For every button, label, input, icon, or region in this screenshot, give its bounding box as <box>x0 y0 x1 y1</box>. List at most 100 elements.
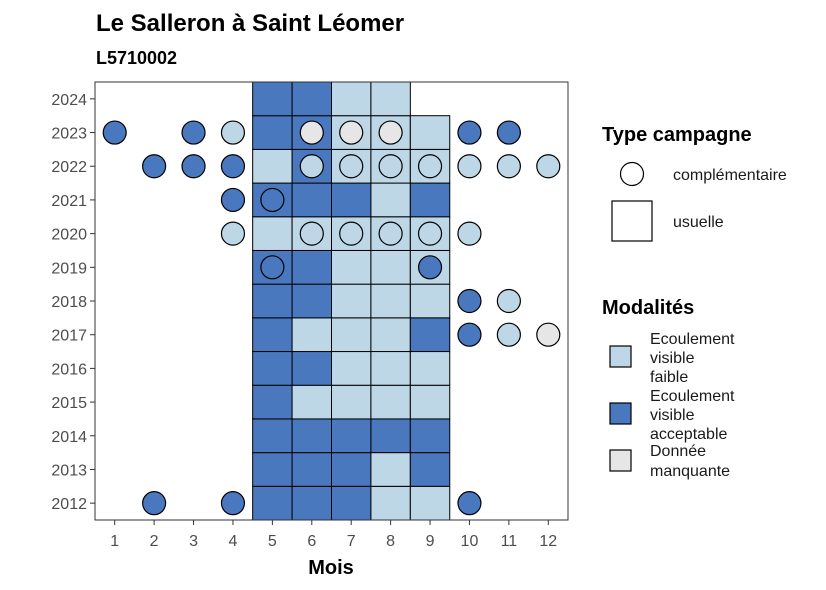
usuelle-cell-2013-8 <box>370 452 411 487</box>
complementaire-point-2023-11 <box>496 120 521 145</box>
legend-circle-icon <box>619 161 645 187</box>
complementaire-point-2022-10 <box>457 154 482 179</box>
legend-swatch-acceptable <box>609 402 632 425</box>
usuelle-cell-2019-7 <box>331 249 372 285</box>
usuelle-cell-2016-9 <box>409 351 451 386</box>
complementaire-point-2019-5 <box>260 255 285 280</box>
usuelle-cell-2021-7 <box>331 182 372 218</box>
usuelle-cell-2015-6 <box>291 384 333 420</box>
y-tick-label: 2016 <box>51 361 87 378</box>
complementaire-point-2023-1 <box>102 120 127 145</box>
usuelle-cell-2020-5 <box>252 216 293 251</box>
legend-label-faible-1: Ecoulement <box>650 331 735 348</box>
complementaire-point-2022-3 <box>181 154 206 179</box>
y-tick-label: 2024 <box>51 92 87 109</box>
usuelle-cell-2012-6 <box>291 485 333 521</box>
complementaire-point-2022-8 <box>378 154 403 179</box>
legend-label-faible-3: faible <box>650 369 688 386</box>
legend-label-acceptable-1: Ecoulement <box>650 388 735 405</box>
complementaire-point-2023-7 <box>339 120 364 145</box>
usuelle-cell-2024-6 <box>291 81 333 117</box>
complementaire-point-2023-3 <box>181 120 206 145</box>
y-tick-label: 2014 <box>51 429 87 446</box>
legend-type-label-usuelle: usuelle <box>673 214 724 231</box>
usuelle-cell-2013-7 <box>331 452 372 487</box>
y-axis: 2012 2013 2014 2015 2016 2017 2018 2019 2020 2021… <box>51 92 95 513</box>
x-tick-label: 1 <box>110 533 119 550</box>
x-tick-label: 9 <box>426 533 435 550</box>
usuelle-cell-2021-8 <box>370 182 411 218</box>
usuelle-cell-2014-6 <box>291 418 333 454</box>
usuelle-cell-2017-8 <box>370 317 411 353</box>
complementaire-point-2022-6 <box>299 154 324 179</box>
usuelle-cell-2017-5 <box>252 317 293 353</box>
complementaire-point-2022-4 <box>220 154 246 179</box>
complementaire-point-2023-10 <box>457 120 482 145</box>
y-tick-label: 2015 <box>51 395 87 412</box>
usuelle-cell-2019-8 <box>370 249 411 285</box>
complementaire-point-2020-9 <box>417 221 443 246</box>
legend-type-label-complementaire: complémentaire <box>673 167 787 184</box>
usuelle-cell-2014-9 <box>409 418 451 454</box>
complementaire-point-2021-4 <box>220 187 246 213</box>
usuelle-cells <box>252 81 451 521</box>
y-tick-label: 2013 <box>51 462 87 479</box>
complementaire-point-2019-9 <box>417 255 443 280</box>
complementaire-point-2018-10 <box>457 288 482 314</box>
x-tick-label: 12 <box>539 533 557 550</box>
complementaire-point-2022-7 <box>339 154 364 179</box>
x-tick-label: 6 <box>307 533 316 550</box>
y-tick-label: 2020 <box>51 227 87 244</box>
complementaire-points <box>102 120 561 516</box>
complementaire-point-2020-8 <box>378 221 403 246</box>
legend-type: Type campagne complémentaire usuelle <box>602 124 787 242</box>
x-tick-label: 5 <box>268 533 277 550</box>
usuelle-cell-2016-5 <box>252 351 293 386</box>
legend-swatch-faible <box>609 345 632 368</box>
complementaire-point-2022-9 <box>417 154 443 179</box>
complementaire-point-2020-6 <box>299 221 324 246</box>
usuelle-cell-2014-5 <box>252 418 293 454</box>
x-tick-label: 8 <box>386 533 395 550</box>
usuelle-cell-2012-5 <box>252 485 293 521</box>
complementaire-point-2012-2 <box>142 491 167 516</box>
x-tick-label: 2 <box>150 533 159 550</box>
complementaire-point-2020-4 <box>220 221 246 246</box>
usuelle-cell-2021-9 <box>409 182 451 218</box>
chart-title: Le Salleron à Saint Léomer <box>96 10 404 37</box>
complementaire-point-2023-8 <box>378 120 403 145</box>
usuelle-cell-2022-5 <box>252 148 293 184</box>
complementaire-point-2023-6 <box>299 120 324 145</box>
y-tick-label: 2018 <box>51 294 87 311</box>
complementaire-point-2020-7 <box>339 221 364 246</box>
complementaire-point-2017-10 <box>457 322 482 347</box>
usuelle-cell-2018-9 <box>409 283 451 319</box>
usuelle-cell-2015-9 <box>409 384 451 420</box>
usuelle-cell-2018-5 <box>252 283 293 319</box>
usuelle-cell-2024-5 <box>252 81 293 117</box>
complementaire-point-2017-12 <box>536 322 561 347</box>
x-axis-label: Mois <box>308 557 354 579</box>
x-tick-label: 7 <box>347 533 356 550</box>
complementaire-point-2020-10 <box>457 221 482 246</box>
usuelle-cell-2018-6 <box>291 283 333 319</box>
complementaire-point-2012-10 <box>457 491 482 516</box>
usuelle-cell-2024-7 <box>331 81 372 117</box>
legend-square-icon <box>611 200 653 242</box>
complementaire-point-2018-11 <box>496 288 521 314</box>
usuelle-cell-2015-7 <box>331 384 372 420</box>
usuelle-cell-2012-9 <box>409 485 451 521</box>
complementaire-point-2021-5 <box>260 187 285 213</box>
y-tick-label: 2019 <box>51 260 87 277</box>
usuelle-cell-2024-8 <box>370 81 411 117</box>
usuelle-cell-2021-6 <box>291 182 333 218</box>
complementaire-point-2022-2 <box>142 154 167 179</box>
y-tick-label: 2012 <box>51 496 87 513</box>
usuelle-cell-2018-7 <box>331 283 372 319</box>
complementaire-point-2012-4 <box>220 491 246 516</box>
usuelle-cell-2014-8 <box>370 418 411 454</box>
usuelle-cell-2013-6 <box>291 452 333 487</box>
x-tick-label: 10 <box>461 533 479 550</box>
chart-subtitle: L5710002 <box>96 48 177 68</box>
y-tick-label: 2022 <box>51 159 87 176</box>
